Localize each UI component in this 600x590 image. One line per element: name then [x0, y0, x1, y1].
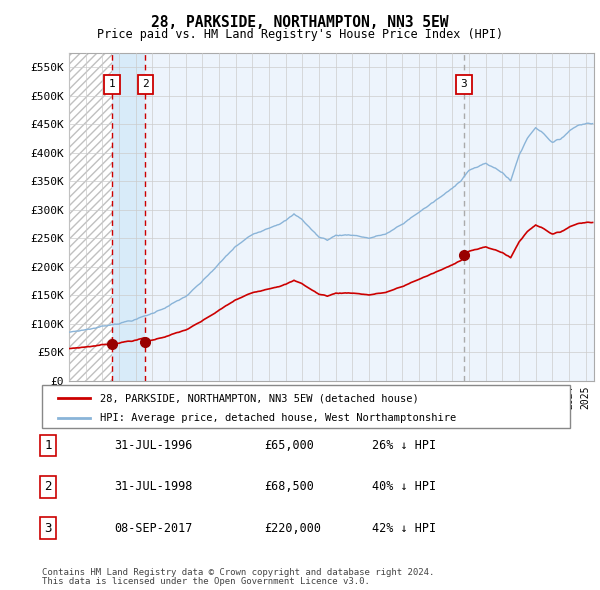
Text: 3: 3: [44, 522, 52, 535]
Text: 31-JUL-1998: 31-JUL-1998: [114, 480, 193, 493]
Text: 1: 1: [109, 80, 115, 90]
Text: 1: 1: [44, 439, 52, 452]
Text: HPI: Average price, detached house, West Northamptonshire: HPI: Average price, detached house, West…: [100, 414, 457, 424]
Text: 3: 3: [460, 80, 467, 90]
Text: £65,000: £65,000: [264, 439, 314, 452]
Text: 2: 2: [44, 480, 52, 493]
Text: 40% ↓ HPI: 40% ↓ HPI: [372, 480, 436, 493]
Text: 28, PARKSIDE, NORTHAMPTON, NN3 5EW (detached house): 28, PARKSIDE, NORTHAMPTON, NN3 5EW (deta…: [100, 393, 419, 403]
Bar: [112, 53, 145, 381]
Text: £68,500: £68,500: [264, 480, 314, 493]
Text: 31-JUL-1996: 31-JUL-1996: [114, 439, 193, 452]
Text: £220,000: £220,000: [264, 522, 321, 535]
Text: 26% ↓ HPI: 26% ↓ HPI: [372, 439, 436, 452]
Bar: [69, 53, 112, 381]
Text: Contains HM Land Registry data © Crown copyright and database right 2024.: Contains HM Land Registry data © Crown c…: [42, 568, 434, 576]
Text: This data is licensed under the Open Government Licence v3.0.: This data is licensed under the Open Gov…: [42, 577, 370, 586]
Text: 08-SEP-2017: 08-SEP-2017: [114, 522, 193, 535]
Text: 2: 2: [142, 80, 149, 90]
Text: 42% ↓ HPI: 42% ↓ HPI: [372, 522, 436, 535]
Text: 28, PARKSIDE, NORTHAMPTON, NN3 5EW: 28, PARKSIDE, NORTHAMPTON, NN3 5EW: [151, 15, 449, 30]
Text: Price paid vs. HM Land Registry's House Price Index (HPI): Price paid vs. HM Land Registry's House …: [97, 28, 503, 41]
